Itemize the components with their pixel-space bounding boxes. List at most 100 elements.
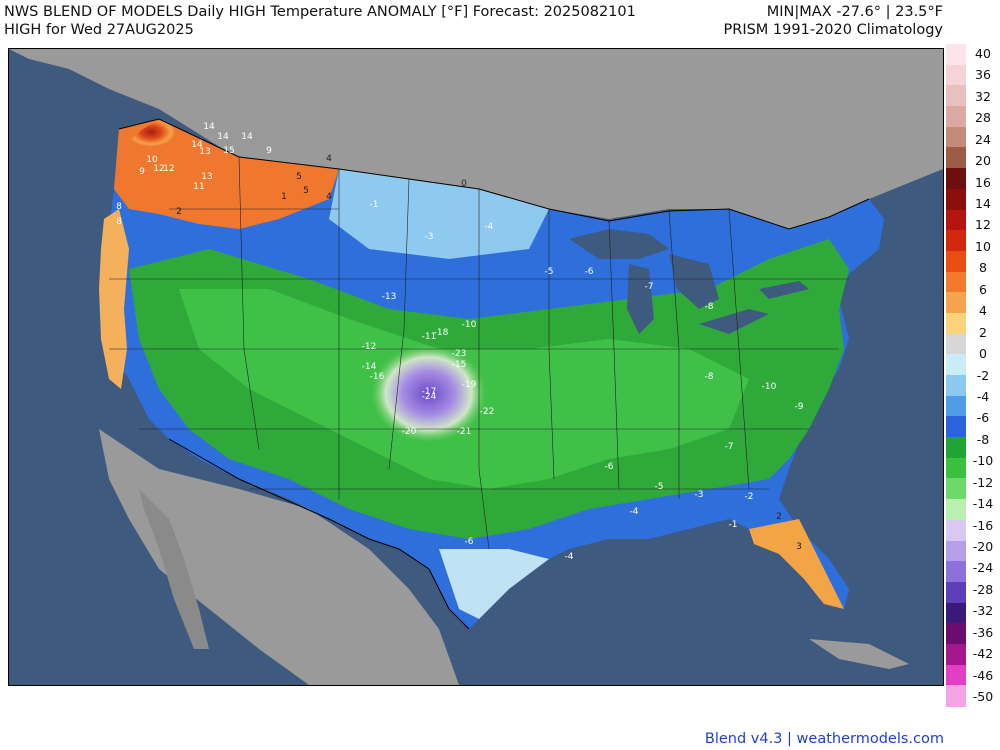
colorbar-swatch <box>946 44 966 66</box>
colorbar-tick-label: -4 <box>976 388 990 404</box>
anomaly-value-label: 9 <box>266 146 272 156</box>
baja-peninsula <box>139 489 209 649</box>
anomaly-map: 14 14 14 13 15 14 12 13 11 12 10 9 9 8 8 5 4 5 4 2 1 0 -1 -3 -4-… <box>8 48 944 686</box>
colorbar-tick-label: -14 <box>972 496 994 512</box>
anomaly-value-label: -13 <box>382 292 397 302</box>
footer-credit[interactable]: Blend v4.3 | weathermodels.com <box>704 731 944 747</box>
colorbar-tick-label: 12 <box>975 217 991 233</box>
lake-huron <box>669 254 719 309</box>
colorbar-tick-label: -50 <box>972 689 994 704</box>
colorbar-swatch <box>946 685 966 707</box>
colorbar-swatch <box>946 664 966 686</box>
colorbar-swatch <box>946 561 966 583</box>
climatology-source: PRISM 1991-2020 Climatology <box>723 22 944 38</box>
colorbar-swatch <box>946 437 966 459</box>
lake-superior <box>569 229 669 259</box>
anomaly-value-label: 14 <box>203 122 215 132</box>
anomaly-value-label: -16 <box>370 372 385 382</box>
colorbar-tick-label: -46 <box>972 667 994 683</box>
anomaly-value-label: 14 <box>217 132 229 142</box>
colorbar-swatch <box>946 106 966 128</box>
anomaly-value-label: -18 <box>434 328 449 338</box>
anomaly-value-label: 8 <box>116 202 122 212</box>
colorbar-tick-label: 8 <box>979 260 987 276</box>
colorbar-swatch <box>946 581 966 604</box>
anomaly-value-label: -7 <box>645 282 654 292</box>
mexico-landmass <box>99 429 459 685</box>
anomaly-value-label: -6 <box>585 267 594 277</box>
anomaly-value-label: 0 <box>461 179 467 189</box>
colorbar-swatch <box>946 188 966 210</box>
anomaly-value-label: 11 <box>193 182 204 192</box>
lake-michigan <box>627 264 654 334</box>
canada-landmass <box>9 49 943 229</box>
anomaly-value-label: -6 <box>465 537 474 547</box>
lake-erie <box>699 309 769 334</box>
colorbar-swatch <box>946 623 966 645</box>
colorbar-tick-label: -24 <box>972 560 994 576</box>
anomaly-value-label: -12 <box>362 342 377 352</box>
colorbar-swatch <box>946 457 966 479</box>
colorbar-tick-label: 36 <box>975 67 991 83</box>
anomaly-value-label: -23 <box>452 349 467 359</box>
anomaly-value-label: 13 <box>201 172 212 182</box>
anomaly-value-label: -1 <box>370 200 379 210</box>
anomaly-value-label: -10 <box>462 320 477 330</box>
lake-ontario <box>759 281 809 299</box>
anomaly-value-label: 4 <box>326 154 332 164</box>
anomaly-value-label: -1 <box>729 520 738 530</box>
colorbar-swatch <box>946 292 966 314</box>
south-texas-region <box>439 549 549 619</box>
colorbar-tick-label: 10 <box>975 238 991 254</box>
anomaly-value-label: 5 <box>303 186 309 196</box>
colorbar-swatch <box>946 271 966 293</box>
colorbar-swatch <box>946 519 966 541</box>
colorbar-tick-label: -8 <box>976 431 990 447</box>
anomaly-value-label: -8 <box>705 302 714 312</box>
anomaly-value-label: 13 <box>199 147 210 157</box>
colorbar-swatch <box>946 333 966 355</box>
anomaly-value-label: -5 <box>655 482 664 492</box>
anomaly-value-label: 10 <box>146 155 158 165</box>
colorbar-tick-label: -20 <box>972 538 994 554</box>
anomaly-value-label: 2 <box>176 207 182 217</box>
colorbar-tick-label: -42 <box>972 646 994 662</box>
min-max-readout: MIN|MAX -27.6° | 23.5°F <box>766 4 943 20</box>
anomaly-value-label: -4 <box>565 552 574 562</box>
anomaly-value-label: -7 <box>725 442 734 452</box>
colorbar-tick-label: 4 <box>979 303 987 319</box>
anomaly-value-label: 9 <box>139 167 145 177</box>
anomaly-value-label: -4 <box>630 507 639 517</box>
colorbar-swatch <box>946 250 966 273</box>
anomaly-value-label: -24 <box>422 392 437 402</box>
anomaly-value-label: -2 <box>745 492 754 502</box>
anomaly-value-label: -10 <box>762 382 777 392</box>
anomaly-value-label: 5 <box>296 172 302 182</box>
colorbar-swatch <box>946 312 966 335</box>
colorbar-swatch <box>946 499 966 521</box>
anomaly-value-label: -6 <box>605 462 614 472</box>
cuba <box>809 639 909 669</box>
colorbar <box>946 44 966 707</box>
colorbar-tick-label: -16 <box>972 517 994 533</box>
anomaly-value-label: -19 <box>462 380 477 390</box>
colorbar-tick-label: -2 <box>976 367 990 383</box>
anomaly-value-label: 2 <box>776 512 782 522</box>
colorbar-swatch <box>946 540 966 562</box>
pacific-northwest-hot-core <box>124 114 274 204</box>
colorbar-swatch <box>946 375 966 397</box>
anomaly-value-label: -4 <box>485 222 494 232</box>
colorbar-swatch <box>946 354 966 376</box>
colorbar-swatch <box>946 395 966 417</box>
colorbar-tick-label: 20 <box>975 153 991 169</box>
colorbar-swatch <box>946 168 966 190</box>
anomaly-value-label: -3 <box>425 232 434 242</box>
colorbar-tick-label: 14 <box>975 196 991 212</box>
colorbar-tick-label: -12 <box>972 474 994 490</box>
colorbar-swatch <box>946 126 966 148</box>
anomaly-value-label: -8 <box>705 372 714 382</box>
anomaly-value-label: -17 <box>422 387 437 397</box>
colorbar-tick-label: 32 <box>975 88 991 104</box>
